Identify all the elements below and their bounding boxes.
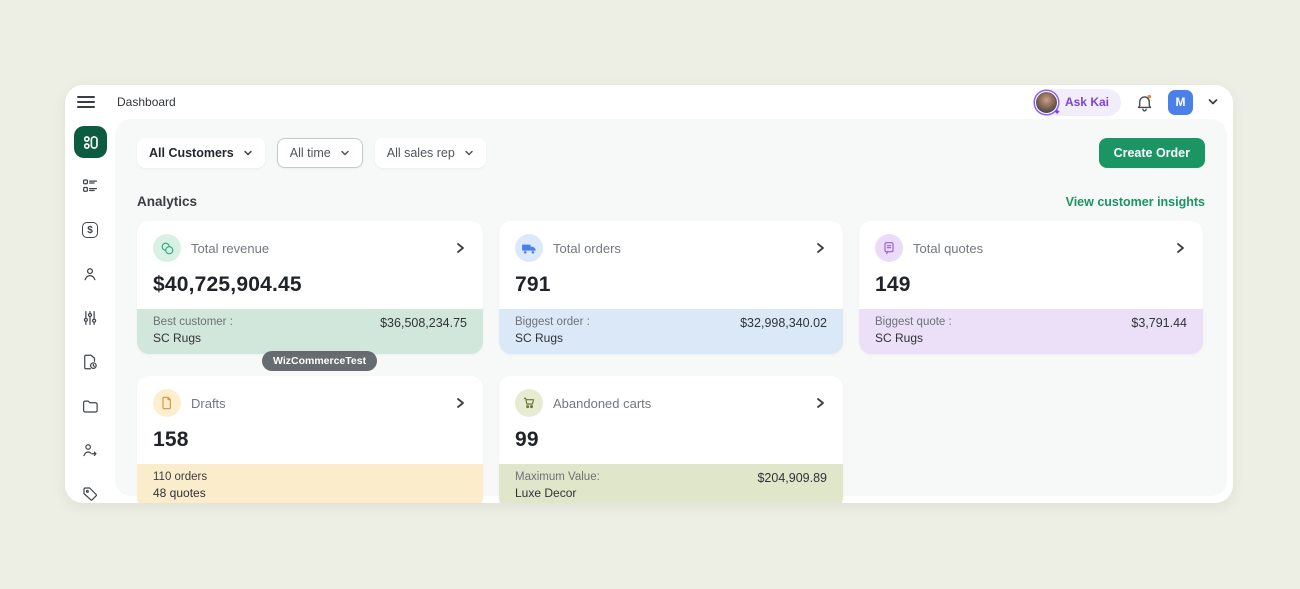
card-label: Abandoned carts (553, 395, 652, 411)
chevron-right-icon[interactable] (813, 396, 827, 410)
footer-name: SC Rugs (515, 331, 564, 345)
person-arrow-icon (83, 444, 97, 457)
sliders-icon (83, 311, 97, 325)
ask-kai-label: Ask Kai (1064, 95, 1109, 109)
chevron-down-icon (340, 150, 349, 156)
sidebar-item-sales-reps[interactable] (81, 441, 99, 459)
analytics-cards: Total revenue $40,725,904.45 Best custom… (115, 209, 1227, 503)
tooltip: WizCommerceTest (262, 351, 378, 371)
footer-amount: $36,508,234.75 (380, 316, 467, 330)
chevron-down-icon (465, 150, 473, 156)
sidebar-item-payments[interactable]: $ (82, 221, 98, 239)
card-footer: 110 orders 48 quotes (137, 464, 483, 503)
time-filter-dropdown[interactable]: All time (276, 138, 363, 168)
app-window: Dashboard ✦ Ask Kai M (65, 85, 1233, 503)
sidebar: $ (65, 119, 115, 503)
order-list-icon (83, 179, 97, 193)
profile-avatar[interactable]: M (1168, 89, 1193, 115)
card-label: Total quotes (913, 240, 984, 256)
cards-row-1: Total revenue $40,725,904.45 Best custom… (137, 221, 1205, 354)
sales-rep-filter-label: All sales rep (386, 146, 455, 160)
top-bar: Dashboard ✦ Ask Kai M (65, 85, 1233, 119)
main-content: WizCommerceTest All Customers All time A… (115, 119, 1227, 503)
sidebar-item-tags[interactable] (81, 485, 99, 503)
revenue-icon (153, 234, 181, 262)
card-label: Total orders (553, 240, 621, 256)
card-value: 158 (153, 428, 189, 451)
cart-icon (515, 389, 543, 417)
card-footer: Best customer : SC Rugs $36,508,234.75 (137, 309, 483, 354)
footer-line2: 48 quotes (153, 486, 206, 500)
customers-filter-label: All Customers (149, 146, 234, 160)
sidebar-item-orders[interactable] (81, 177, 99, 195)
sidebar-item-dashboard[interactable] (73, 126, 107, 159)
chevron-right-icon[interactable] (453, 241, 467, 255)
card-value: 791 (515, 273, 551, 296)
chevron-right-icon[interactable] (453, 396, 467, 410)
chevron-down-icon[interactable] (1207, 96, 1219, 108)
footer-label: Biggest quote : (875, 316, 952, 328)
sidebar-item-drafts[interactable] (81, 353, 99, 371)
card-value: $40,725,904.45 (153, 273, 302, 296)
card-value: 149 (875, 273, 911, 296)
footer-amount: $3,791.44 (1131, 316, 1187, 330)
orders-truck-icon (515, 234, 543, 262)
sales-rep-filter-dropdown[interactable]: All sales rep (374, 138, 486, 168)
chevron-right-icon[interactable] (813, 241, 827, 255)
page-title: Dashboard (117, 95, 176, 109)
abandoned-carts-card[interactable]: Abandoned carts 99 Maximum Value: Luxe D… (499, 376, 843, 503)
tag-icon (83, 487, 97, 501)
filters-row: All Customers All time All sales rep Cre… (115, 119, 1227, 168)
sidebar-item-customers[interactable] (81, 265, 99, 283)
total-orders-card[interactable]: Total orders 791 Biggest order : SC Rugs… (499, 221, 843, 354)
hamburger-menu-icon[interactable] (77, 96, 95, 108)
dashboard-icon (83, 135, 98, 149)
file-clock-icon (84, 354, 97, 370)
total-quotes-card[interactable]: Total quotes 149 Biggest quote : SC Rugs… (859, 221, 1203, 354)
footer-label: Maximum Value: (515, 471, 600, 483)
ask-kai-avatar: ✦ (1034, 90, 1061, 117)
notification-bell-icon[interactable] (1135, 93, 1154, 112)
footer-name: Luxe Decor (515, 486, 577, 500)
footer-amount: $204,909.89 (757, 471, 827, 485)
footer-amount: $32,998,340.02 (740, 316, 827, 330)
customer-icon (84, 268, 96, 281)
folder-icon (83, 400, 98, 413)
total-revenue-card[interactable]: Total revenue $40,725,904.45 Best custom… (137, 221, 483, 354)
cards-row-2: Drafts 158 110 orders 48 quotes (137, 376, 1205, 503)
footer-name: SC Rugs (875, 331, 924, 345)
analytics-heading: Analytics (137, 194, 198, 209)
topbar-right: ✦ Ask Kai M (1032, 88, 1219, 117)
ask-kai-button[interactable]: ✦ Ask Kai (1032, 88, 1121, 117)
card-footer: Maximum Value: Luxe Decor $204,909.89 (499, 464, 843, 503)
footer-label: Biggest order : (515, 316, 590, 328)
quotes-icon (875, 234, 903, 262)
sparkle-icon: ✦ (1053, 106, 1061, 117)
chevron-right-icon[interactable] (1173, 241, 1187, 255)
footer-name: SC Rugs (153, 331, 202, 345)
customers-filter-dropdown[interactable]: All Customers (137, 138, 265, 168)
dollar-square-icon: $ (82, 222, 98, 239)
sidebar-item-preferences[interactable] (81, 309, 99, 327)
card-footer: Biggest order : SC Rugs $32,998,340.02 (499, 309, 843, 354)
view-customer-insights-link[interactable]: View customer insights (1065, 194, 1205, 209)
footer-line1: 110 orders (153, 471, 208, 483)
analytics-header: Analytics View customer insights (137, 194, 1205, 209)
footer-label: Best customer : (153, 316, 233, 328)
time-filter-label: All time (289, 146, 331, 160)
drafts-card[interactable]: Drafts 158 110 orders 48 quotes (137, 376, 483, 503)
chevron-down-icon (244, 150, 252, 156)
card-value: 99 (515, 428, 539, 451)
create-order-button[interactable]: Create Order (1098, 138, 1205, 168)
card-label: Drafts (191, 395, 226, 411)
drafts-file-icon (153, 389, 181, 417)
sidebar-item-files[interactable] (81, 397, 99, 415)
card-footer: Biggest quote : SC Rugs $3,791.44 (859, 309, 1203, 354)
card-label: Total revenue (191, 240, 270, 256)
